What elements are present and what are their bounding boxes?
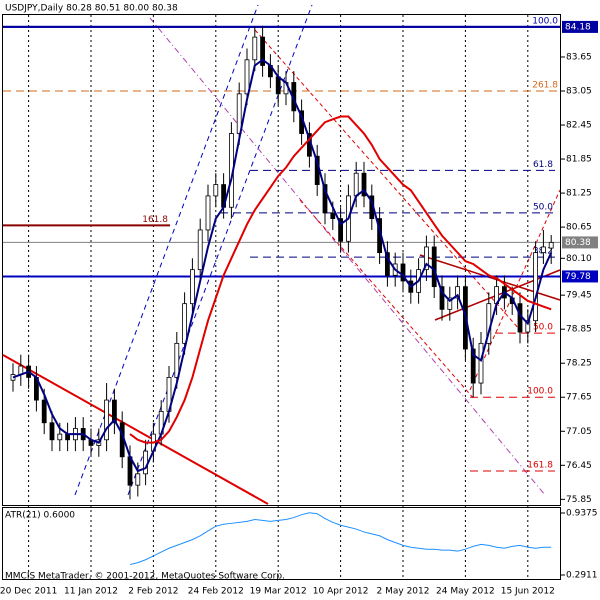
- candle-body: [338, 218, 344, 242]
- y-tick-label: 80.10: [566, 254, 592, 264]
- fib-label: 100.0: [532, 16, 558, 26]
- candle-body: [41, 399, 47, 424]
- x-tick-label: 24 Feb 2012: [188, 587, 244, 597]
- trend-line: [149, 17, 546, 496]
- candle-body: [447, 297, 453, 310]
- channel-line: [127, 4, 313, 496]
- y-tick-label: 0.2911: [566, 571, 598, 581]
- candle-body: [135, 473, 141, 486]
- sub-window: [2, 507, 561, 580]
- candle-body: [104, 399, 109, 441]
- copyright: MMCIS MetaTrader, © 2001-2012, MetaQuote…: [5, 572, 285, 582]
- y-tick-label: 83.05: [566, 86, 592, 96]
- x-tick-label: 19 Mar 2012: [250, 587, 307, 597]
- candle-body: [533, 252, 538, 322]
- fib-label: 100.0: [527, 387, 553, 397]
- y-tick-label: 81.85: [566, 155, 592, 165]
- y-tick-label: 83.65: [566, 52, 592, 62]
- fib-label: 50.0: [533, 202, 553, 212]
- y-tick-label: 79.45: [566, 291, 592, 301]
- moving-average: [129, 115, 552, 444]
- y-tick-label: 77.65: [566, 393, 592, 403]
- y-tick-label: 81.25: [566, 189, 592, 199]
- candle-body: [548, 242, 554, 249]
- x-tick-label: 11 Jan 2012: [64, 587, 118, 597]
- candle-body: [322, 184, 328, 214]
- price-marker: [562, 20, 598, 33]
- y-tick-label: 78.25: [566, 359, 592, 369]
- y-tick-label: 78.85: [566, 325, 592, 335]
- trend-line: [254, 29, 521, 331]
- price-marker: [562, 270, 598, 283]
- trend-line: [2, 354, 269, 505]
- price-marker-label: 84.18: [565, 22, 591, 32]
- candle-body: [431, 246, 437, 288]
- trend-line: [299, 199, 476, 401]
- candle-body: [361, 172, 367, 197]
- trend-line: [469, 189, 561, 391]
- candle-body: [470, 348, 476, 384]
- plot: 83.65 83.05 82.45 81.85 81.25 80.65 80.10 79.45…: [0, 15, 598, 597]
- candle-body: [49, 422, 55, 441]
- candle-body: [236, 93, 242, 134]
- main-window: [2, 14, 561, 506]
- candle-body: [189, 269, 195, 305]
- channel-line: [74, 4, 259, 496]
- x-tick-label: 2 May 2012: [377, 587, 430, 597]
- candle-body: [400, 263, 406, 282]
- fib-label: 161.8: [142, 215, 168, 225]
- candle-body: [205, 195, 211, 231]
- candle-body: [143, 450, 149, 475]
- candle-body: [57, 433, 63, 441]
- y-tick-label: 75.85: [566, 495, 592, 505]
- indicator-title: ATR(21) 0.6000: [5, 511, 75, 521]
- candle-body: [213, 184, 219, 197]
- candle-body: [197, 229, 203, 271]
- candle-body: [541, 246, 546, 254]
- fib-label: 261.8: [532, 80, 558, 90]
- fib-label: 161.8: [527, 460, 553, 470]
- indicator-line: [129, 512, 552, 566]
- y-tick-label: 82.45: [566, 121, 592, 131]
- x-tick-label: 24 May 2012: [436, 587, 495, 597]
- x-tick-label: 2 Feb 2012: [128, 587, 178, 597]
- candle-body: [112, 399, 117, 424]
- candle-body: [455, 286, 461, 299]
- y-tick-label: 76.45: [566, 461, 592, 471]
- y-tick-label: 80.65: [566, 223, 592, 233]
- candle-body: [384, 252, 390, 276]
- candle-body: [275, 76, 281, 95]
- candle-body: [260, 36, 266, 66]
- candle-body: [439, 286, 445, 310]
- moving-average: [12, 58, 553, 473]
- candle-body: [423, 246, 429, 271]
- price-marker-label: 79.78: [565, 272, 591, 282]
- candle-body: [244, 59, 250, 95]
- candle-body: [353, 172, 359, 197]
- fib-label: 61.8: [533, 160, 553, 170]
- y-tick-label: 0.9375: [566, 509, 598, 519]
- y-tick-label: 77.05: [566, 427, 592, 437]
- price-marker-label: 80.38: [565, 238, 591, 248]
- chart-title: USDJPY,Daily 80.28 80.51 80.00 80.38: [5, 4, 178, 14]
- candle-body: [182, 303, 188, 344]
- candle-body: [174, 342, 180, 378]
- fib-label: 50.0: [533, 323, 553, 333]
- x-tick-label: 10 Apr 2012: [313, 587, 369, 597]
- x-tick-label: 20 Dec 2011: [0, 587, 57, 597]
- candle-body: [478, 342, 484, 384]
- candle-body: [252, 36, 258, 61]
- x-tick-label: 15 Jun 2012: [501, 587, 555, 597]
- candle-body: [330, 212, 336, 219]
- price-marker: [562, 236, 598, 249]
